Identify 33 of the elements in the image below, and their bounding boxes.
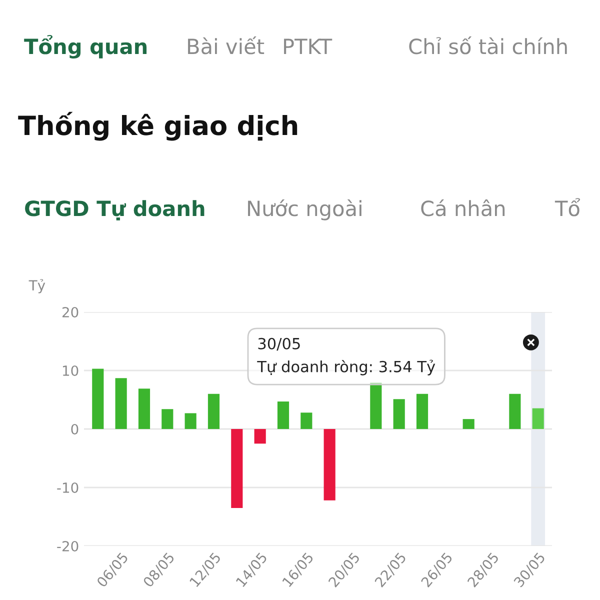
annotation: 30/05 Tự doanh ròng: 3.54 Tỷ bbox=[257, 338, 436, 376]
bar bbox=[115, 378, 127, 429]
bar bbox=[393, 399, 405, 429]
bar bbox=[208, 394, 220, 429]
text: PTKT bbox=[284, 38, 332, 54]
chart-subtitle: GTGD Tự doanh bbox=[25, 200, 204, 220]
bar bbox=[92, 368, 104, 429]
y-tick-label: -10 bbox=[57, 482, 78, 493]
text: Tổng quan bbox=[24, 34, 147, 58]
text: Bài viết bbox=[188, 36, 264, 54]
bar bbox=[300, 412, 312, 429]
y-tick-label: -20 bbox=[57, 540, 78, 552]
bar bbox=[509, 394, 521, 429]
bar bbox=[277, 402, 290, 429]
y-tick-label: 20 bbox=[62, 306, 78, 318]
text: Chỉ số tài chính bbox=[409, 36, 567, 54]
bar bbox=[138, 388, 150, 429]
text: Cá nhân bbox=[421, 199, 505, 216]
bar bbox=[462, 419, 474, 429]
text: Nước ngoài bbox=[248, 199, 362, 220]
y-tick-label: 10 bbox=[62, 365, 78, 376]
bar bbox=[184, 413, 196, 429]
bar bbox=[324, 429, 336, 500]
chart-title: Thống kê giao dịch bbox=[18, 112, 298, 141]
bar bbox=[231, 429, 243, 508]
bar bbox=[532, 408, 544, 429]
y-tick-label: 0 bbox=[71, 424, 78, 434]
bar bbox=[254, 429, 266, 444]
bar bbox=[162, 409, 174, 429]
y-axis-title: Tỷ bbox=[28, 279, 46, 294]
text: Tổ bbox=[554, 198, 580, 216]
bar bbox=[370, 382, 382, 429]
bar bbox=[416, 394, 428, 429]
